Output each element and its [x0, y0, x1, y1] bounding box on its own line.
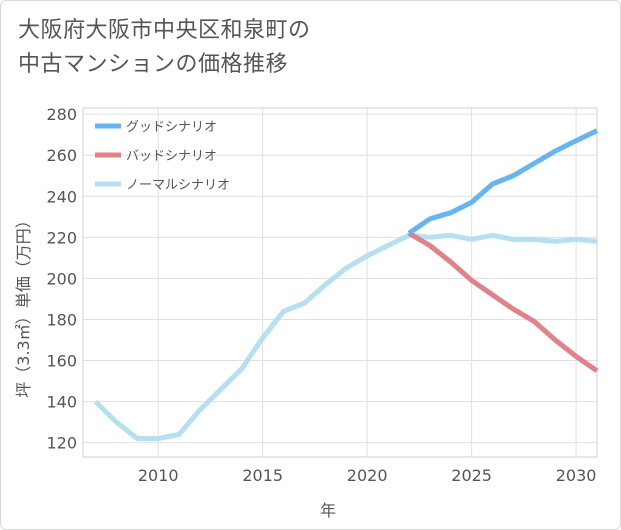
plot-frame: [82, 107, 598, 458]
y-tick-label: 140: [46, 393, 77, 412]
x-axis-label: 年: [320, 501, 337, 520]
chart-title-line-2: 中古マンションの価格推移: [18, 52, 289, 77]
series-lines: [93, 128, 599, 441]
x-tick-label: 2025: [451, 466, 492, 485]
series-line-bad: [407, 231, 599, 373]
y-tick-label: 260: [46, 146, 77, 165]
y-tick-label: 160: [46, 352, 77, 371]
y-tick-label: 240: [46, 187, 77, 206]
chart-title-line-1: 大阪府大阪市中央区和泉町の: [18, 18, 311, 43]
chart-title: 大阪府大阪市中央区和泉町の 中古マンションの価格推移: [18, 14, 311, 82]
x-tick-label: 2020: [347, 466, 388, 485]
y-tick-label: 180: [46, 310, 77, 329]
y-tick-label: 220: [46, 228, 77, 247]
y-tick-label: 280: [46, 105, 77, 124]
legend-label: グッドシナリオ: [126, 120, 217, 135]
legend-label: ノーマルシナリオ: [126, 178, 230, 193]
x-tick-label: 2010: [138, 466, 179, 485]
y-axis-label-wrap: 坪（3.3㎡）単価（万円）: [9, 190, 35, 420]
series-line-good: [407, 128, 599, 236]
y-tick-label: 200: [46, 269, 77, 288]
x-tick-label: 2015: [242, 466, 283, 485]
legend-label: バッドシナリオ: [126, 149, 217, 164]
tick-labels: 120 140 160 180 200 220 240 260 280 2010 2015 2020 2…: [46, 105, 596, 485]
y-axis-label: 坪（3.3㎡）単価（万円）: [14, 212, 33, 398]
series-line-normal: [93, 232, 598, 441]
x-tick-label: 2030: [556, 466, 597, 485]
y-tick-label: 120: [46, 434, 77, 453]
